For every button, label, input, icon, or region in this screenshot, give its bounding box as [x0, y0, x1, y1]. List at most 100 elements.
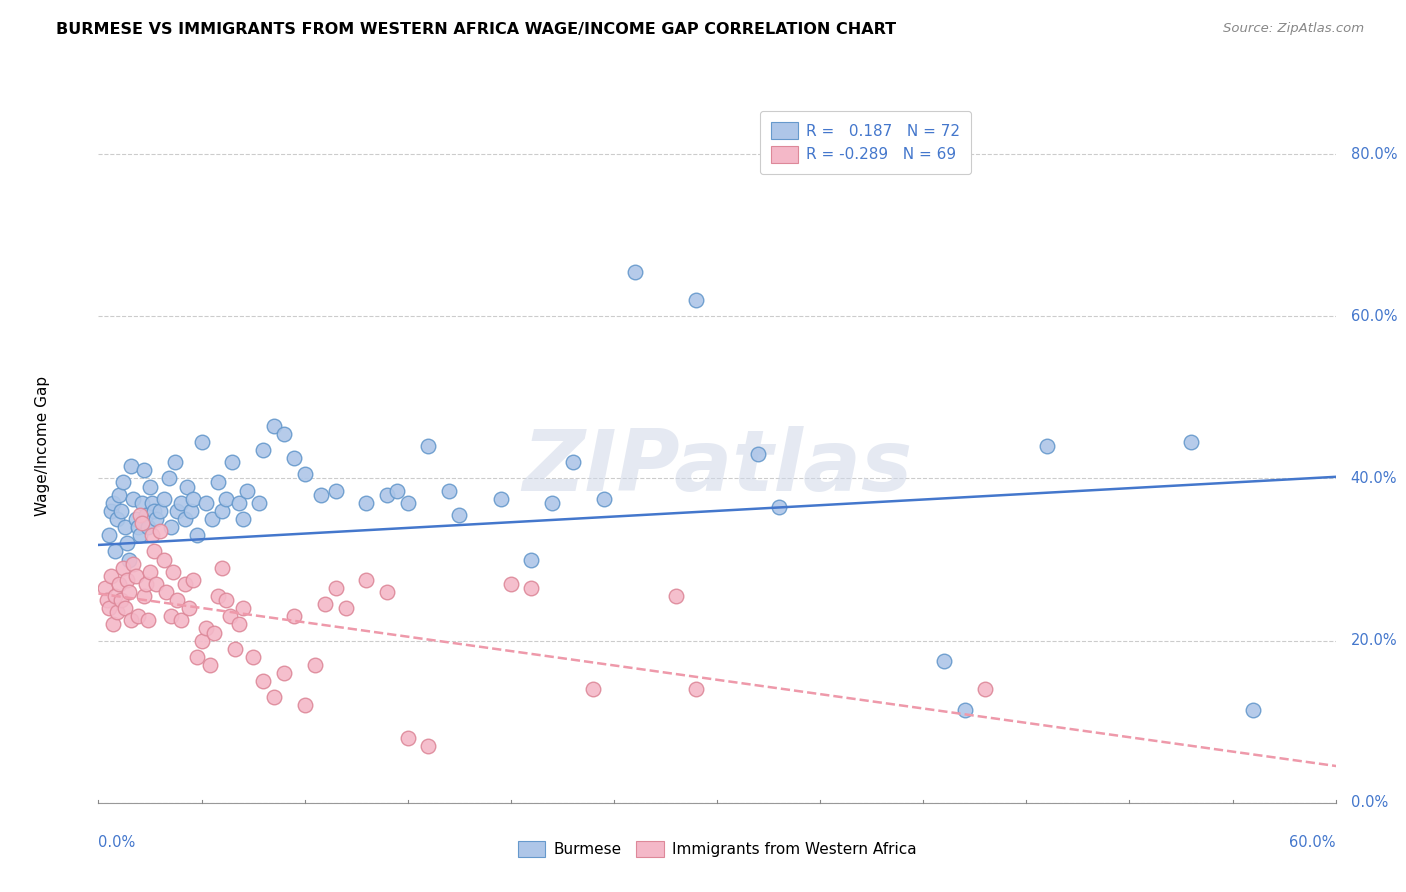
Point: [273, 426, 295, 441]
Point: [108, 488, 131, 502]
Point: [437, 483, 460, 498]
Point: [112, 560, 135, 574]
Point: [263, 418, 285, 433]
Point: [418, 439, 440, 453]
Point: [387, 483, 409, 498]
Point: [309, 488, 332, 502]
Point: [127, 609, 149, 624]
Point: [104, 589, 127, 603]
Point: [1180, 434, 1202, 449]
Point: [141, 528, 163, 542]
Point: [114, 601, 136, 615]
Point: [93, 581, 115, 595]
Point: [396, 731, 419, 745]
Point: [685, 293, 707, 307]
Point: [325, 483, 347, 498]
Point: [166, 593, 188, 607]
Point: [136, 613, 159, 627]
Text: 20.0%: 20.0%: [1351, 633, 1398, 648]
Point: [211, 560, 233, 574]
Point: [124, 512, 146, 526]
Text: 0.0%: 0.0%: [98, 835, 135, 850]
Text: Wage/Income Gap: Wage/Income Gap: [35, 376, 51, 516]
Point: [194, 622, 217, 636]
Point: [1241, 702, 1264, 716]
Point: [215, 593, 238, 607]
Text: Source: ZipAtlas.com: Source: ZipAtlas.com: [1223, 22, 1364, 36]
Point: [110, 593, 132, 607]
Point: [294, 467, 316, 482]
Point: [623, 265, 645, 279]
Point: [541, 496, 564, 510]
Point: [232, 512, 254, 526]
Point: [247, 496, 270, 510]
Point: [179, 601, 201, 615]
Point: [283, 609, 305, 624]
Point: [418, 739, 440, 753]
Point: [117, 536, 139, 550]
Point: [180, 504, 202, 518]
Point: [211, 504, 233, 518]
Point: [232, 601, 254, 615]
Text: ZIPatlas: ZIPatlas: [522, 425, 912, 509]
Point: [768, 500, 790, 514]
Point: [162, 565, 184, 579]
Point: [112, 475, 135, 490]
Point: [176, 479, 198, 493]
Point: [335, 601, 357, 615]
Point: [186, 528, 208, 542]
Point: [104, 544, 127, 558]
Point: [163, 455, 186, 469]
Point: [153, 552, 176, 566]
Point: [157, 471, 180, 485]
Point: [396, 496, 419, 510]
Point: [207, 589, 229, 603]
Point: [1036, 439, 1059, 453]
Text: 60.0%: 60.0%: [1351, 309, 1398, 324]
Point: [100, 568, 122, 582]
Point: [190, 633, 212, 648]
Point: [122, 557, 145, 571]
Point: [224, 641, 246, 656]
Point: [194, 496, 217, 510]
Point: [561, 455, 583, 469]
Point: [159, 609, 181, 624]
Point: [135, 508, 157, 522]
Point: [228, 617, 250, 632]
Point: [449, 508, 471, 522]
Point: [135, 577, 157, 591]
Text: 40.0%: 40.0%: [1351, 471, 1398, 486]
Point: [136, 520, 159, 534]
Point: [304, 657, 326, 672]
Point: [520, 552, 543, 566]
Point: [153, 491, 176, 506]
Point: [145, 577, 167, 591]
Point: [932, 654, 955, 668]
Point: [190, 434, 212, 449]
Point: [127, 520, 149, 534]
Point: [118, 585, 141, 599]
Point: [252, 443, 274, 458]
Point: [110, 504, 132, 518]
Point: [592, 491, 614, 506]
Legend: Burmese, Immigrants from Western Africa: Burmese, Immigrants from Western Africa: [512, 835, 922, 863]
Point: [159, 520, 181, 534]
Point: [149, 504, 172, 518]
Point: [117, 573, 139, 587]
Point: [263, 690, 285, 705]
Text: 0.0%: 0.0%: [1351, 796, 1388, 810]
Point: [97, 601, 120, 615]
Point: [215, 491, 238, 506]
Point: [120, 459, 142, 474]
Point: [283, 451, 305, 466]
Point: [174, 512, 197, 526]
Point: [219, 609, 242, 624]
Point: [252, 674, 274, 689]
Point: [273, 666, 295, 681]
Point: [120, 613, 142, 627]
Point: [685, 682, 707, 697]
Point: [132, 589, 155, 603]
Point: [356, 496, 378, 510]
Point: [105, 512, 128, 526]
Point: [221, 455, 243, 469]
